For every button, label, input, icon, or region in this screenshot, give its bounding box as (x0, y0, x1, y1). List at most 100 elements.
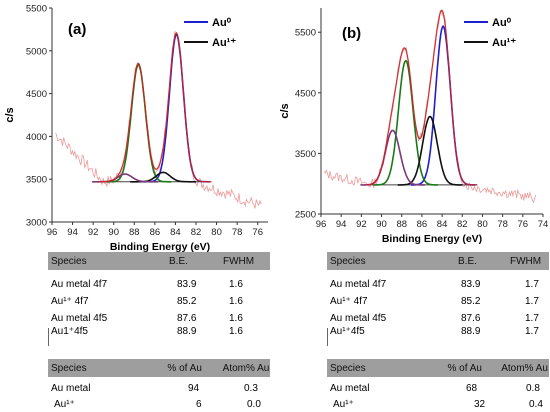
x-axis-label: Binding Energy (eV) (110, 241, 210, 252)
x-tick-label: 84 (170, 227, 181, 238)
component-peak-series (105, 63, 172, 183)
y-tick-label: 3500 (26, 175, 47, 186)
y-tick-label: 5500 (295, 28, 316, 39)
x-tick-label: 86 (417, 219, 428, 230)
cell-species: Au metal (51, 382, 91, 394)
x-tick-label: 88 (129, 227, 140, 238)
header-species: Species (330, 362, 366, 374)
table-row: Au¹⁺ 6 0.0 (48, 396, 270, 412)
table-row: Au metal 4f7 83.9 1.6 (48, 277, 270, 291)
cell-fwhm: 1.6 (229, 325, 243, 337)
header-species: Species (330, 255, 366, 267)
table-row: Au metal 4f5 87.6 1.6 (48, 311, 270, 325)
x-tick-label: 82 (457, 219, 468, 230)
cell-atom: 0.3 (244, 382, 258, 394)
table-row: Au metal 68 0.8 (327, 380, 549, 396)
table-divider (327, 328, 328, 346)
table-header: Species B.E. FWHM (327, 252, 549, 270)
x-tick-label: 80 (477, 219, 488, 230)
y-tick-label: 4500 (26, 89, 47, 100)
table-header-2: Species % of Au Atom% Au (327, 359, 549, 377)
cell-percent: 94 (188, 382, 200, 394)
envelope-series (98, 32, 211, 183)
x-tick-label: 90 (376, 219, 387, 230)
cell-be: 87.6 (177, 312, 197, 324)
cell-atom: 0.4 (529, 398, 543, 410)
header-fwhm: FWHM (510, 255, 542, 267)
cell-fwhm: 1.6 (229, 278, 243, 290)
y-tick-label: 5500 (26, 4, 47, 15)
cell-fwhm: 1.7 (525, 312, 539, 324)
table-row: Au metal 4f7 83.9 1.7 (327, 277, 549, 291)
cell-be: 88.9 (461, 325, 481, 337)
cell-percent: 6 (196, 398, 202, 410)
x-tick-label: 76 (252, 227, 263, 238)
cell-species: Au metal 4f5 (51, 312, 108, 324)
legend-label: Au⁰ (492, 17, 512, 29)
xps-chart-a: 96 94 92 90 88 86 84 82 80 78 76 3000 3500 4000 4500 50… (4, 4, 268, 252)
legend-label: Au⁰ (212, 17, 232, 29)
x-tick-label: 94 (67, 227, 78, 238)
header-be: B.E. (458, 255, 477, 267)
x-tick-label: 94 (336, 219, 347, 230)
xps-chart-b: 96 94 92 90 88 86 84 82 80 78 76 74 2500 3500 4500 5500… (279, 8, 549, 245)
header-species: Species (51, 362, 87, 374)
table-row: Au¹⁺4f5 88.9 1.7 (327, 325, 549, 337)
cell-species: Au metal 4f5 (330, 312, 387, 324)
component-peak-series (143, 33, 210, 183)
x-axis-label: Binding Energy (eV) (382, 233, 482, 245)
x-tick-label: 92 (356, 219, 367, 230)
cell-species: Au metal (330, 382, 370, 394)
header-fwhm: FWHM (223, 255, 255, 267)
cell-be: 85.2 (461, 295, 481, 307)
cell-percent: 32 (474, 398, 486, 410)
component-peak-series (410, 24, 476, 186)
panel-label: (b) (342, 25, 361, 42)
cell-be: 83.9 (177, 278, 197, 290)
table-divider (48, 328, 49, 346)
x-tick-label: 90 (108, 227, 119, 238)
cell-percent: 68 (466, 382, 478, 394)
y-tick-label: 5000 (26, 46, 47, 57)
species-table-b: Species B.E. FWHM Au metal 4f7 83.9 1.7 … (327, 252, 549, 412)
cell-be: 87.6 (461, 312, 481, 324)
header-atom-au: Atom% Au (501, 362, 548, 374)
cell-species: Au metal 4f7 (330, 278, 387, 290)
cell-species: Au¹⁺ (333, 398, 354, 410)
x-tick-label: 88 (396, 219, 407, 230)
raw-data-series (54, 31, 262, 209)
panel-label: (a) (68, 21, 86, 38)
cell-species: Au1⁺4f5 (51, 325, 88, 337)
cell-be: 85.2 (177, 295, 197, 307)
table-row: Au¹⁺ 4f7 85.2 1.6 (48, 294, 270, 308)
header-atom-au: Atom% Au (222, 362, 270, 374)
x-tick-label: 78 (232, 227, 243, 238)
cell-fwhm: 1.7 (525, 325, 539, 337)
x-tick-label: 80 (211, 227, 222, 238)
cell-species: Au¹⁺ (54, 398, 75, 410)
legend-label: Au¹⁺ (492, 37, 516, 49)
component-peak-series (397, 115, 463, 186)
table-header: Species B.E. FWHM (48, 252, 270, 270)
y-tick-label: 3500 (295, 149, 316, 160)
cell-species: Au¹⁺ 4f7 (330, 295, 368, 307)
header-percent-au: % of Au (167, 362, 202, 374)
component-peak-series (373, 59, 439, 186)
y-axis-label: c/s (4, 107, 16, 122)
header-percent-au: % of Au (447, 362, 482, 374)
x-tick-label: 86 (150, 227, 161, 238)
cell-fwhm: 1.6 (229, 312, 243, 324)
table-row: Au1⁺4f5 88.9 1.6 (48, 325, 270, 337)
y-tick-label: 3000 (26, 218, 47, 229)
x-tick-label: 74 (538, 219, 549, 230)
x-tick-label: 96 (316, 219, 327, 230)
cell-atom: 0.8 (526, 382, 540, 394)
cell-species: Au¹⁺4f5 (330, 325, 365, 337)
header-be: B.E. (169, 255, 188, 267)
table-header-2: Species % of Au Atom% Au (48, 359, 270, 377)
y-axis-label: c/s (279, 103, 291, 118)
cell-fwhm: 1.6 (229, 295, 243, 307)
cell-be: 83.9 (461, 278, 481, 290)
legend-label: Au¹⁺ (212, 37, 236, 49)
cell-species: Au¹⁺ 4f7 (51, 295, 89, 307)
